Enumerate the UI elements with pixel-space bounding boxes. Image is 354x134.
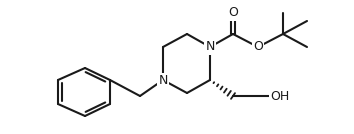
Text: N: N bbox=[158, 74, 168, 87]
Text: N: N bbox=[205, 40, 215, 53]
Text: OH: OH bbox=[270, 90, 289, 103]
Text: O: O bbox=[228, 7, 238, 20]
Text: O: O bbox=[253, 40, 263, 53]
